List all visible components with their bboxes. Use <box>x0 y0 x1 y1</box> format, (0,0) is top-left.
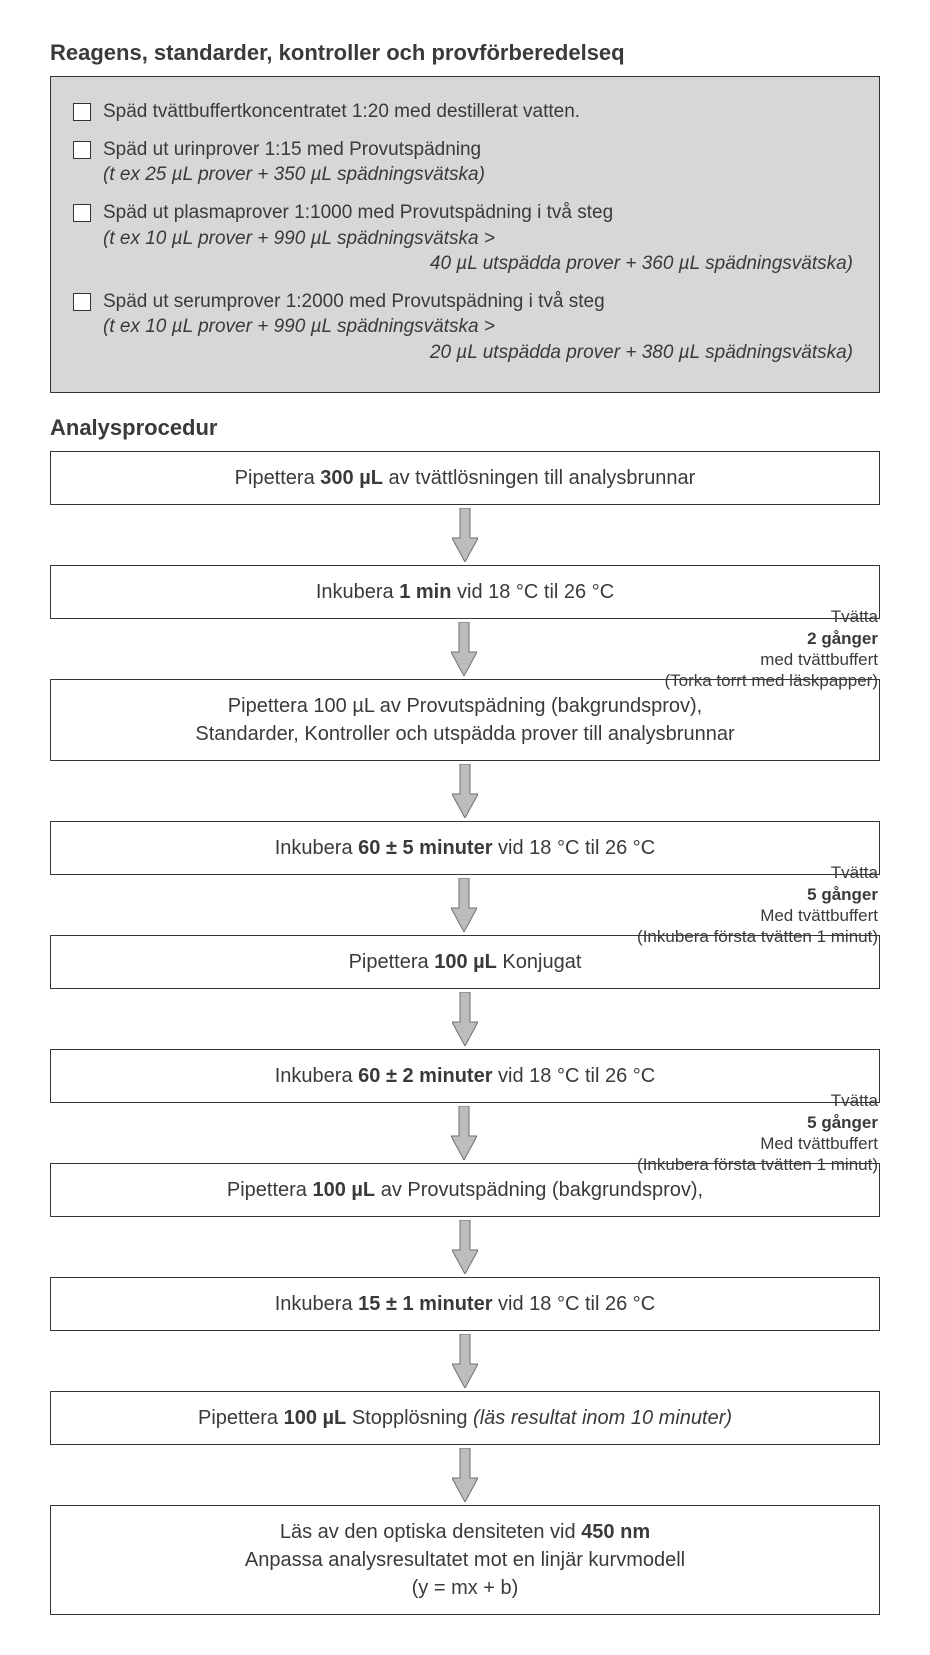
checklist-text: Späd ut plasmaprover 1:1000 med Provutsp… <box>103 200 857 277</box>
wash-note: Tvätta 5 gånger Med tvättbuffert(Inkuber… <box>484 875 880 935</box>
flow-arrow-row: Tvätta 5 gånger Med tvättbuffert(Inkuber… <box>50 1103 880 1163</box>
down-arrow-icon <box>451 878 477 932</box>
arrow-col <box>445 505 485 565</box>
arrow-col <box>444 1103 484 1163</box>
down-arrow-icon <box>452 764 478 818</box>
checklist-item: Späd ut urinprover 1:15 med Provutspädni… <box>73 131 857 194</box>
flow-arrow-row <box>50 1331 880 1391</box>
wash-note: Tvätta 5 gånger Med tvättbuffert(Inkuber… <box>484 1103 880 1163</box>
flow-arrow-row <box>50 761 880 821</box>
arrow-col <box>445 761 485 821</box>
flow-step: Inkubera 15 ± 1 minuter vid 18 °C til 26… <box>50 1277 880 1331</box>
down-arrow-icon <box>451 1106 477 1160</box>
checkbox-icon <box>73 293 91 311</box>
flow-container: Pipettera 300 µL av tvättlösningen till … <box>50 451 880 1615</box>
down-arrow-icon <box>452 992 478 1046</box>
wash-note: Tvätta 2 gånger med tvättbuffert(Torka t… <box>484 619 880 679</box>
checklist-sub-right: 20 µL utspädda prover + 380 µL spädnings… <box>103 340 857 366</box>
down-arrow-icon <box>452 508 478 562</box>
arrow-col <box>445 1445 485 1505</box>
flow-step: Läs av den optiska densiteten vid 450 nm… <box>50 1505 880 1615</box>
prep-section: Reagens, standarder, kontroller och prov… <box>50 40 880 393</box>
procedure-section: Analysprocedur Pipettera 300 µL av tvätt… <box>50 415 880 1615</box>
checklist-main: Späd ut serumprover 1:2000 med Provutspä… <box>103 291 605 312</box>
checklist-text: Späd tvättbuffertkoncentratet 1:20 med d… <box>103 99 857 125</box>
checklist-main: Späd tvättbuffertkoncentratet 1:20 med d… <box>103 101 580 122</box>
arrow-col <box>445 989 485 1049</box>
prep-box: Späd tvättbuffertkoncentratet 1:20 med d… <box>50 76 880 393</box>
down-arrow-icon <box>451 622 477 676</box>
down-arrow-icon <box>452 1334 478 1388</box>
checkbox-icon <box>73 204 91 222</box>
flow-step: Pipettera 100 µL Stopplösning (läs resul… <box>50 1391 880 1445</box>
procedure-title: Analysprocedur <box>50 415 880 441</box>
flow-arrow-row <box>50 1217 880 1277</box>
checklist-item: Späd tvättbuffertkoncentratet 1:20 med d… <box>73 93 857 131</box>
checkbox-icon <box>73 103 91 121</box>
checklist-text: Späd ut serumprover 1:2000 med Provutspä… <box>103 289 857 366</box>
checklist-sub: (t ex 10 µL prover + 990 µL spädningsvät… <box>103 226 857 252</box>
arrow-col <box>444 619 484 679</box>
checklist-sub: (t ex 25 µL prover + 350 µL spädningsvät… <box>103 162 857 188</box>
checkbox-icon <box>73 141 91 159</box>
checklist-text: Späd ut urinprover 1:15 med Provutspädni… <box>103 137 857 188</box>
checklist-main: Späd ut urinprover 1:15 med Provutspädni… <box>103 139 481 160</box>
checklist-sub: (t ex 10 µL prover + 990 µL spädningsvät… <box>103 314 857 340</box>
prep-title: Reagens, standarder, kontroller och prov… <box>50 40 880 66</box>
checklist-main: Späd ut plasmaprover 1:1000 med Provutsp… <box>103 202 613 223</box>
flow-arrow-row: Tvätta 5 gånger Med tvättbuffert(Inkuber… <box>50 875 880 935</box>
flow-arrow-row <box>50 1445 880 1505</box>
flow-arrow-row <box>50 989 880 1049</box>
checklist-item: Späd ut plasmaprover 1:1000 med Provutsp… <box>73 194 857 283</box>
checklist-sub-right: 40 µL utspädda prover + 360 µL spädnings… <box>103 251 857 277</box>
checklist-item: Späd ut serumprover 1:2000 med Provutspä… <box>73 283 857 372</box>
down-arrow-icon <box>452 1220 478 1274</box>
arrow-col <box>445 1331 485 1391</box>
flow-arrow-row: Tvätta 2 gånger med tvättbuffert(Torka t… <box>50 619 880 679</box>
flow-arrow-row <box>50 505 880 565</box>
flow-step: Pipettera 300 µL av tvättlösningen till … <box>50 451 880 505</box>
arrow-col <box>445 1217 485 1277</box>
arrow-col <box>444 875 484 935</box>
down-arrow-icon <box>452 1448 478 1502</box>
